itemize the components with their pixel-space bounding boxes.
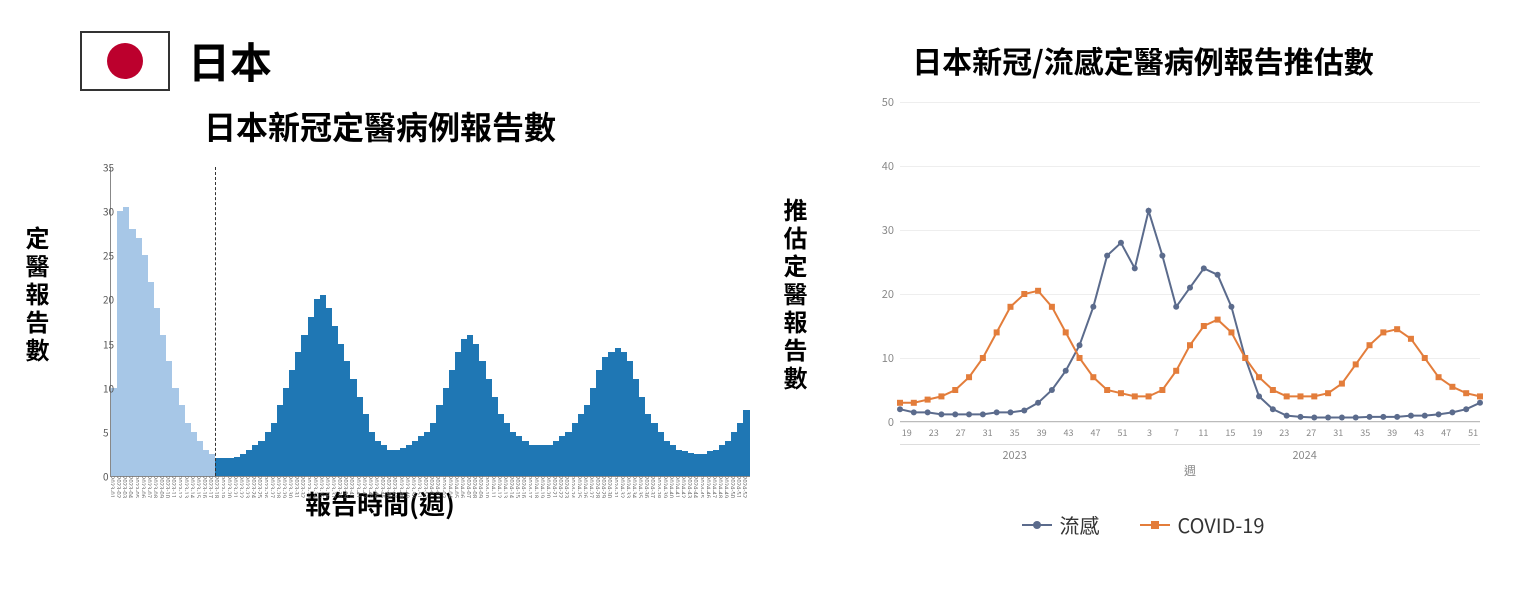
year-label: 2023: [900, 444, 1129, 463]
x-tick: 43: [1062, 426, 1075, 439]
x-axis-week-label: 週: [900, 462, 1480, 479]
y-tick: 5: [103, 424, 107, 439]
left-panel: 日本 日本新冠定醫病例報告數 定醫報告數 2023-012023-022023-…: [0, 0, 760, 592]
x-tick: 7: [1170, 426, 1183, 439]
x-tick: [1426, 426, 1439, 439]
x-tick: 35: [1358, 426, 1371, 439]
bar-chart: 2023-012023-022023-032023-042023-052023-…: [110, 167, 750, 477]
x-tick: 47: [1439, 426, 1452, 439]
y-tick: 0: [888, 414, 900, 430]
right-chart-title: 日本新冠/流感定醫病例報告推估數: [780, 38, 1506, 82]
x-tick: [1075, 426, 1088, 439]
x-tick: [1237, 426, 1250, 439]
x-tick: 15: [1224, 426, 1237, 439]
right-panel: 日本新冠/流感定醫病例報告推估數 推估定醫報告數 0 10 20 30 40 50 19 2…: [760, 0, 1526, 592]
y-tick: 0: [103, 469, 107, 484]
x-tick: 27: [1305, 426, 1318, 439]
x-tick: 23: [927, 426, 940, 439]
country-name: 日本: [188, 30, 272, 91]
legend: 流感 COVID-19: [780, 510, 1506, 539]
x-tick: 19: [1251, 426, 1264, 439]
y-tick: 40: [882, 158, 900, 174]
x-tick: 39: [1385, 426, 1398, 439]
divider-line: [215, 167, 216, 476]
x-tick: 31: [1332, 426, 1345, 439]
legend-label: 流感: [1060, 510, 1100, 539]
x-tick: [1264, 426, 1277, 439]
y-tick: 50: [882, 94, 900, 110]
y-tick: 20: [882, 286, 900, 302]
legend-item: COVID-19: [1140, 510, 1265, 539]
square-icon: [1151, 521, 1159, 529]
y-tick: 30: [103, 204, 107, 219]
y-tick: 15: [103, 336, 107, 351]
x-tick: [1318, 426, 1331, 439]
x-tick: [1372, 426, 1385, 439]
x-tick: 31: [981, 426, 994, 439]
left-y-axis-label: 定醫報告數: [20, 226, 55, 366]
x-tick: [940, 426, 953, 439]
y-tick: 25: [103, 248, 107, 263]
legend-label: COVID-19: [1178, 510, 1265, 539]
x-tick: [1453, 426, 1466, 439]
legend-item: 流感: [1022, 510, 1100, 539]
x-tick: 2024-52: [743, 476, 749, 516]
japan-flag-icon: [80, 31, 170, 91]
x-tick: 39: [1035, 426, 1048, 439]
x-tick: 3: [1143, 426, 1156, 439]
x-tick: [1129, 426, 1142, 439]
grid-line: [900, 422, 1480, 423]
x-tick: [1156, 426, 1169, 439]
left-chart-title: 日本新冠定醫病例報告數: [20, 103, 740, 149]
country-header: 日本: [80, 30, 740, 91]
y-tick: 30: [882, 222, 900, 238]
line-chart: 01020304050 1923273135394347513711151923…: [870, 102, 1490, 462]
x-tick: 23: [1278, 426, 1291, 439]
x-tick: 47: [1089, 426, 1102, 439]
y-tick: 10: [103, 380, 107, 395]
x-tick: [994, 426, 1007, 439]
x-tick: 35: [1008, 426, 1021, 439]
x-tick: 27: [954, 426, 967, 439]
x-tick: 11: [1197, 426, 1210, 439]
x-tick: [1345, 426, 1358, 439]
x-tick: [1021, 426, 1034, 439]
x-tick: 19: [900, 426, 913, 439]
y-tick: 20: [103, 292, 107, 307]
right-y-axis-label: 推估定醫報告數: [778, 198, 813, 394]
y-tick: 35: [103, 160, 107, 175]
bar: [743, 410, 749, 476]
x-tick: 51: [1466, 426, 1479, 439]
series-COVID-19: [900, 102, 1480, 422]
y-tick: 10: [882, 350, 900, 366]
year-label: 2024: [1129, 444, 1480, 463]
x-tick: 43: [1412, 426, 1425, 439]
x-tick: [1291, 426, 1304, 439]
x-tick: [1102, 426, 1115, 439]
x-tick: [913, 426, 926, 439]
x-tick: [1048, 426, 1061, 439]
x-tick: [967, 426, 980, 439]
x-tick: [1399, 426, 1412, 439]
x-tick: 51: [1116, 426, 1129, 439]
x-tick: [1183, 426, 1196, 439]
x-tick: [1210, 426, 1223, 439]
circle-icon: [1033, 521, 1041, 529]
flag-disc: [107, 43, 143, 79]
